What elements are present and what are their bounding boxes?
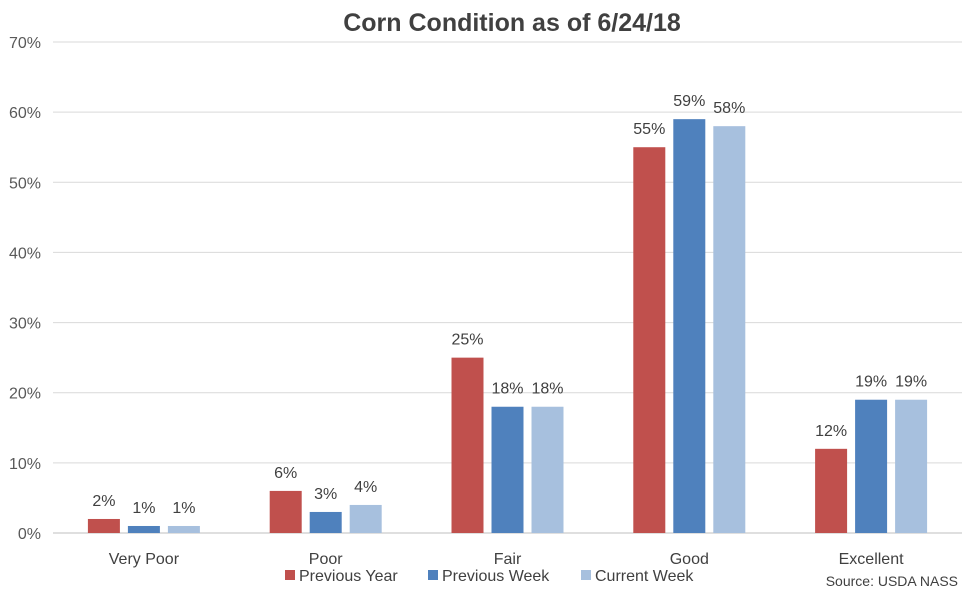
data-label: 1% (132, 500, 155, 517)
bar-current-week (895, 399, 928, 533)
x-axis-categories: Very Poor Poor Fair Good Excellent (109, 551, 904, 568)
bars (87, 119, 928, 534)
bar-previous-week (855, 399, 888, 533)
y-tick-label: 10% (9, 456, 41, 473)
bar-current-week (349, 504, 382, 533)
x-category-label: Excellent (839, 551, 904, 568)
data-labels: 2% 1% 1% 6% 3% 4% 25% 18% 18% 55% 59% 58% 12% 19% 19% (92, 93, 927, 517)
legend-swatch (428, 570, 438, 580)
bar-previous-year (269, 490, 302, 533)
bar-previous-week (309, 511, 342, 533)
data-label: 12% (815, 423, 847, 440)
data-label: 1% (172, 500, 195, 517)
data-label: 55% (633, 121, 665, 138)
data-label: 19% (855, 374, 887, 391)
y-tick-label: 20% (9, 386, 41, 403)
bar-previous-year (451, 357, 484, 533)
data-label: 4% (354, 479, 377, 496)
bar-previous-year (815, 448, 848, 533)
bar-previous-week (491, 406, 524, 533)
data-label: 18% (531, 381, 563, 398)
data-label: 2% (92, 493, 115, 510)
legend-label: Previous Week (442, 568, 550, 585)
y-tick-label: 0% (18, 526, 41, 543)
y-tick-label: 30% (9, 316, 41, 333)
bar-previous-week (127, 525, 160, 533)
data-label: 6% (274, 465, 297, 482)
chart-title: Corn Condition as of 6/24/18 (343, 9, 681, 37)
bar-current-week (713, 126, 746, 534)
data-label: 59% (673, 93, 705, 110)
bar-previous-week (673, 119, 706, 534)
legend-label: Previous Year (299, 568, 398, 585)
data-label: 25% (451, 332, 483, 349)
bar-current-week (531, 406, 564, 533)
bar-current-week (167, 525, 200, 533)
source-note: Source: USDA NASS (826, 573, 958, 589)
data-label: 58% (713, 100, 745, 117)
x-category-label: Good (670, 551, 709, 568)
x-category-label: Very Poor (109, 551, 180, 568)
bar-previous-year (633, 147, 666, 533)
legend-swatch (285, 570, 295, 580)
x-category-label: Fair (494, 551, 522, 568)
data-label: 19% (895, 374, 927, 391)
x-category-label: Poor (309, 551, 343, 568)
y-tick-label: 40% (9, 245, 41, 262)
y-tick-label: 50% (9, 175, 41, 192)
bar-previous-year (87, 518, 120, 533)
gridlines (53, 41, 962, 534)
legend-swatch (581, 570, 591, 580)
legend-label: Current Week (595, 568, 694, 585)
data-label: 3% (314, 486, 337, 503)
y-tick-label: 70% (9, 35, 41, 52)
legend: Previous Year Previous Week Current Week (285, 568, 694, 585)
y-axis-ticks: 0% 10% 20% 30% 40% 50% 60% 70% (9, 35, 41, 543)
y-tick-label: 60% (9, 105, 41, 122)
data-label: 18% (491, 381, 523, 398)
